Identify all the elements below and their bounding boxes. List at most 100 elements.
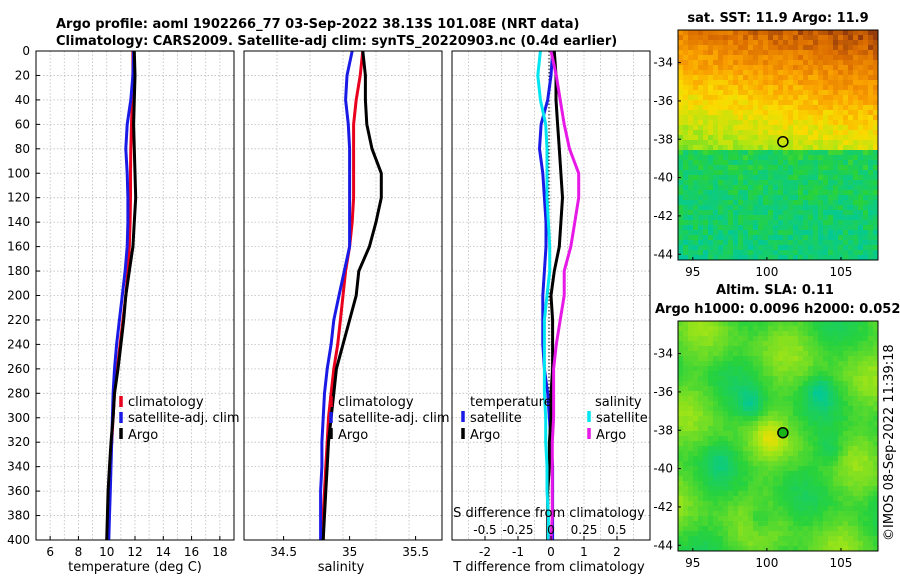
map-cell — [828, 546, 834, 552]
x-tick-label: 10 — [99, 545, 114, 559]
sla-map-title-2: Argo h1000: 0.0096 h2000: 0.052 — [655, 302, 900, 317]
map-cell — [698, 205, 704, 211]
map-cell — [758, 55, 764, 61]
map-cell — [678, 411, 684, 417]
map-cell — [713, 40, 719, 46]
map-cell — [803, 546, 809, 552]
map-cell — [748, 496, 754, 502]
map-cell — [798, 190, 804, 196]
map-cell — [773, 421, 779, 427]
map-cell — [828, 85, 834, 91]
map-cell — [703, 466, 709, 472]
map-cell — [703, 105, 709, 111]
map-cell — [813, 105, 819, 111]
map-cell — [698, 60, 704, 66]
map-cell — [813, 215, 819, 221]
map-cell — [693, 40, 699, 46]
depth-tick-labels: 0204060801001201401601802002202402602803… — [7, 44, 40, 547]
map-cell — [838, 55, 844, 61]
map-cell — [863, 220, 869, 226]
map-cell — [748, 215, 754, 221]
map-cell — [828, 145, 834, 151]
map-cell — [823, 466, 829, 472]
map-cell — [848, 65, 854, 71]
map-cell — [818, 95, 824, 101]
map-cell — [803, 386, 809, 392]
map-cell — [713, 416, 719, 422]
map-cell — [743, 250, 749, 256]
map-cell — [683, 481, 689, 487]
map-cell — [798, 511, 804, 517]
map-cell — [678, 396, 684, 402]
map-cell — [783, 110, 789, 116]
map-cell — [783, 436, 789, 442]
map-cell — [718, 245, 724, 251]
map-cell — [843, 436, 849, 442]
map-cell — [688, 85, 694, 91]
map-cell — [753, 336, 759, 342]
map-cell — [833, 190, 839, 196]
map-cell — [813, 210, 819, 216]
map-cell — [838, 426, 844, 432]
map-cell — [753, 406, 759, 412]
map-cell — [778, 215, 784, 221]
map-cell — [778, 95, 784, 101]
map-cell — [783, 120, 789, 126]
map-cell — [743, 451, 749, 457]
map-cell — [758, 125, 764, 131]
map-cell — [873, 521, 879, 527]
map-cell — [778, 511, 784, 517]
map-cell — [738, 516, 744, 522]
series-argo — [105, 51, 138, 540]
map-cell — [698, 401, 704, 407]
map-x-tick-label: 95 — [685, 556, 700, 570]
map-cell — [728, 100, 734, 106]
map-cell — [778, 145, 784, 151]
map-cell — [808, 431, 814, 437]
map-cell — [738, 411, 744, 417]
map-cell — [698, 506, 704, 512]
map-cell — [823, 170, 829, 176]
map-cell — [758, 481, 764, 487]
map-cell — [793, 461, 799, 467]
map-cell — [703, 536, 709, 542]
map-cell — [708, 351, 714, 357]
map-cell — [833, 30, 839, 36]
map-cell — [833, 391, 839, 397]
map-cell — [723, 30, 729, 36]
map-cell — [763, 536, 769, 542]
map-cell — [828, 356, 834, 362]
map-cell — [788, 155, 794, 161]
map-cell — [753, 341, 759, 347]
map-cell — [713, 30, 719, 36]
map-cell — [793, 371, 799, 377]
map-cell — [828, 255, 834, 261]
map-cell — [713, 451, 719, 457]
map-cell — [763, 501, 769, 507]
map-cell — [688, 471, 694, 477]
map-cell — [743, 381, 749, 387]
map-cell — [853, 70, 859, 76]
map-cell — [853, 386, 859, 392]
map-cell — [693, 155, 699, 161]
map-cell — [813, 190, 819, 196]
map-cell — [693, 546, 699, 552]
map-cell — [828, 496, 834, 502]
map-cell — [828, 391, 834, 397]
map-cell — [763, 70, 769, 76]
map-cell — [703, 95, 709, 101]
map-cell — [788, 476, 794, 482]
map-cell — [743, 506, 749, 512]
map-cell — [848, 496, 854, 502]
map-cell — [683, 456, 689, 462]
map-cell — [743, 235, 749, 241]
map-cell — [813, 456, 819, 462]
map-cell — [808, 461, 814, 467]
map-cell — [768, 40, 774, 46]
map-y-tick-label: -36 — [653, 385, 673, 399]
map-cell — [828, 185, 834, 191]
map-cell — [773, 35, 779, 41]
map-cell — [808, 110, 814, 116]
map-cell — [733, 466, 739, 472]
map-cell — [693, 526, 699, 532]
